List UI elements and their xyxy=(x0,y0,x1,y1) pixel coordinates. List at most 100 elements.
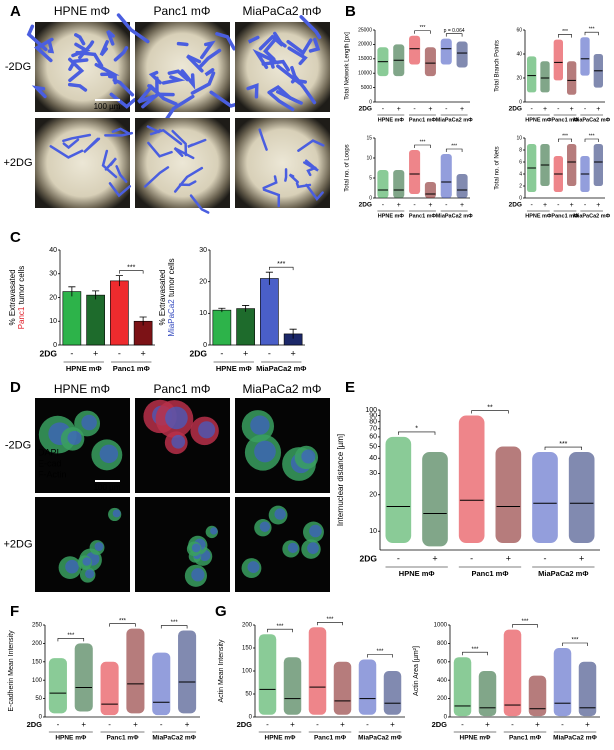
y-axis-title: Total Network Length [px] xyxy=(345,32,351,100)
network-strand xyxy=(306,166,317,177)
group-label: HPNE mΦ xyxy=(378,213,405,219)
dot-cloud xyxy=(308,627,327,715)
cell-cluster xyxy=(259,521,271,532)
network-strand xyxy=(286,38,313,56)
category-label: - xyxy=(461,720,464,729)
network-strand xyxy=(287,46,308,66)
significance-label: *** xyxy=(127,264,135,271)
y-axis-title-part: Panc1 xyxy=(17,306,26,329)
network-strand xyxy=(288,173,299,184)
group-label: HPNE mΦ xyxy=(525,117,552,123)
bar xyxy=(62,291,82,346)
significance-label: *** xyxy=(326,617,334,623)
significance-bracket xyxy=(398,431,436,435)
dot-cloud xyxy=(100,661,119,716)
dot-cloud xyxy=(568,452,595,543)
dot-cloud xyxy=(74,643,93,712)
network-strand xyxy=(99,40,109,57)
cell-cluster xyxy=(301,449,316,464)
y-axis-title: % Extravasated xyxy=(8,269,17,325)
y-axis-title-part: MiaPaCa2 xyxy=(167,299,176,337)
cell-cluster xyxy=(67,430,82,445)
dot-cloud xyxy=(422,452,448,547)
category-label: - xyxy=(530,106,533,113)
significance-label: *** xyxy=(277,261,285,268)
y-tick-label: 90 xyxy=(369,412,377,419)
cell-cluster xyxy=(171,434,186,449)
network-strand xyxy=(262,36,278,61)
dot-cloud xyxy=(540,61,550,93)
dot-cloud xyxy=(527,56,537,93)
y-tick-label: 30 xyxy=(49,271,57,278)
dot-cloud xyxy=(48,658,67,714)
y-tick-label: 4 xyxy=(519,171,522,177)
y-tick-label: 400 xyxy=(437,678,448,684)
dot-cloud xyxy=(333,661,352,715)
network-strand xyxy=(104,157,117,171)
group-label: HPNE mΦ xyxy=(55,735,87,742)
error-bar xyxy=(139,316,147,326)
network-strand xyxy=(113,46,129,62)
row-label: 2DG xyxy=(190,348,208,358)
network-strand xyxy=(200,40,216,60)
category-label: + xyxy=(585,720,590,729)
network-strand xyxy=(108,182,132,198)
category-label: - xyxy=(511,720,514,729)
row-label: -2DG xyxy=(5,61,31,73)
category-label: + xyxy=(397,106,401,113)
network-strand xyxy=(308,37,321,53)
network-strand xyxy=(247,35,260,44)
category-label: + xyxy=(243,348,248,358)
row-label: 2DG xyxy=(237,720,253,729)
group-label: Panc1 mΦ xyxy=(106,735,139,742)
significance-bracket xyxy=(317,622,343,626)
significance-bracket xyxy=(445,148,463,152)
category-label: - xyxy=(268,348,271,358)
network-strand xyxy=(276,90,303,105)
group-label: HPNE mΦ xyxy=(399,569,435,578)
y-axis-title: Total no. of Nets xyxy=(495,146,501,189)
network-strand xyxy=(101,149,118,179)
y-axis-title: % Extravasated xyxy=(158,269,167,325)
cell-cluster xyxy=(191,568,205,582)
y-tick-label: 150 xyxy=(242,646,253,652)
network-strand xyxy=(49,145,84,159)
significance-bracket xyxy=(558,138,572,142)
category-label: - xyxy=(266,720,269,729)
group-label: Panc1 mΦ xyxy=(314,735,347,742)
dot-cloud xyxy=(578,661,597,717)
y-tick-label: 100 xyxy=(32,678,43,684)
significance-bracket xyxy=(558,34,572,38)
dot-cloud xyxy=(383,671,402,715)
y-tick-label: 20000 xyxy=(358,42,372,48)
dot-cloud xyxy=(152,652,171,716)
category-label: - xyxy=(470,553,473,563)
y-tick-label: 600 xyxy=(437,659,448,665)
y-axis-title: Internuclear distance [µm] xyxy=(336,434,345,526)
y-axis-title: MiaPaCa2 tumor cells xyxy=(167,258,176,336)
y-axis-title: Panc1 tumor cells xyxy=(17,266,26,330)
significance-label: p = 0.064 xyxy=(444,28,465,34)
network-strand xyxy=(297,139,325,152)
network-strand xyxy=(162,94,195,125)
significance-label: *** xyxy=(276,624,284,630)
category-label: + xyxy=(543,106,547,113)
category-label: + xyxy=(570,106,574,113)
category-label: + xyxy=(340,720,345,729)
category-label: + xyxy=(290,720,295,729)
dot-cloud xyxy=(593,144,603,186)
group-label: MiaPaCa2 mΦ xyxy=(358,735,402,742)
y-tick-label: 0 xyxy=(53,342,57,349)
significance-label: *** xyxy=(420,25,426,31)
stain-label: E-cad xyxy=(38,458,62,468)
network-strand xyxy=(74,33,86,46)
category-label: - xyxy=(108,720,111,729)
group-label: Panc1 mΦ xyxy=(113,364,150,373)
significance-bracket xyxy=(119,270,144,274)
cell-cluster xyxy=(81,414,97,431)
row-label: 2DG xyxy=(40,348,58,358)
significance-label: *** xyxy=(521,619,529,625)
network-strand xyxy=(94,63,120,77)
row-label: 2DG xyxy=(432,720,448,729)
